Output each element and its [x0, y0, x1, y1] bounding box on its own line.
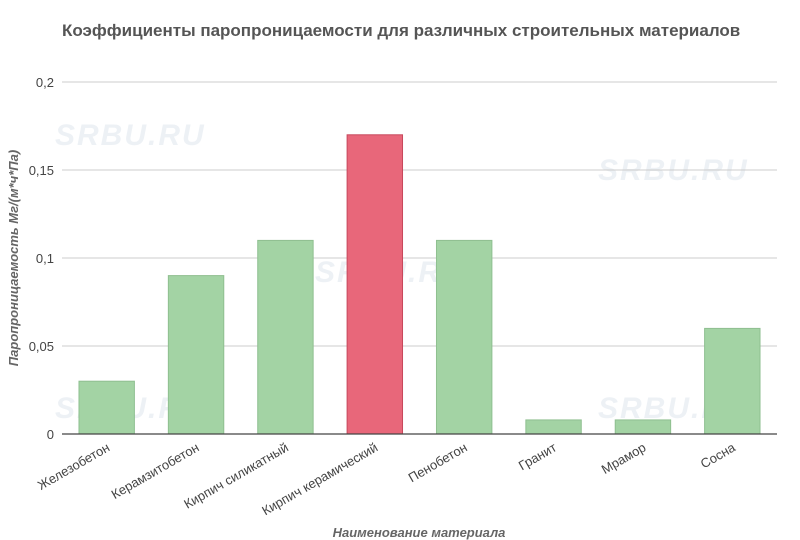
x-tick-label: Железобетон [35, 440, 112, 493]
bar-6 [525, 419, 582, 435]
bar-7 [614, 419, 672, 435]
x-tick-label: Керамзитобетон [109, 440, 202, 502]
x-tick-label: Мрамор [599, 440, 649, 477]
watermark-text: SRBU.RU [55, 119, 206, 152]
y-tick-label: 0,2 [36, 75, 54, 90]
bar-4 [346, 134, 404, 435]
x-tick-label: Сосна [698, 439, 739, 471]
x-tick-label: Пенобетон [406, 440, 470, 486]
x-tick-label: Гранит [516, 440, 559, 474]
y-tick-label: 0,15 [29, 163, 54, 178]
y-axis-ticks: 0 0,05 0,1 0,15 0,2 [29, 75, 54, 442]
y-axis-title: Паропроницаемость Мг/(м*ч*Па) [6, 150, 21, 366]
y-tick-label: 0,1 [36, 251, 54, 266]
bar-1 [78, 380, 135, 435]
bar-8 [704, 327, 761, 435]
bar-5 [435, 239, 493, 435]
x-axis-title: Наименование материала [333, 525, 506, 540]
y-tick-label: 0,05 [29, 339, 54, 354]
bar-3 [257, 239, 314, 435]
y-tick-label: 0 [47, 427, 54, 442]
bar-2 [167, 275, 225, 435]
chart-title: Коэффициенты паропроницаемости для разли… [62, 21, 741, 40]
